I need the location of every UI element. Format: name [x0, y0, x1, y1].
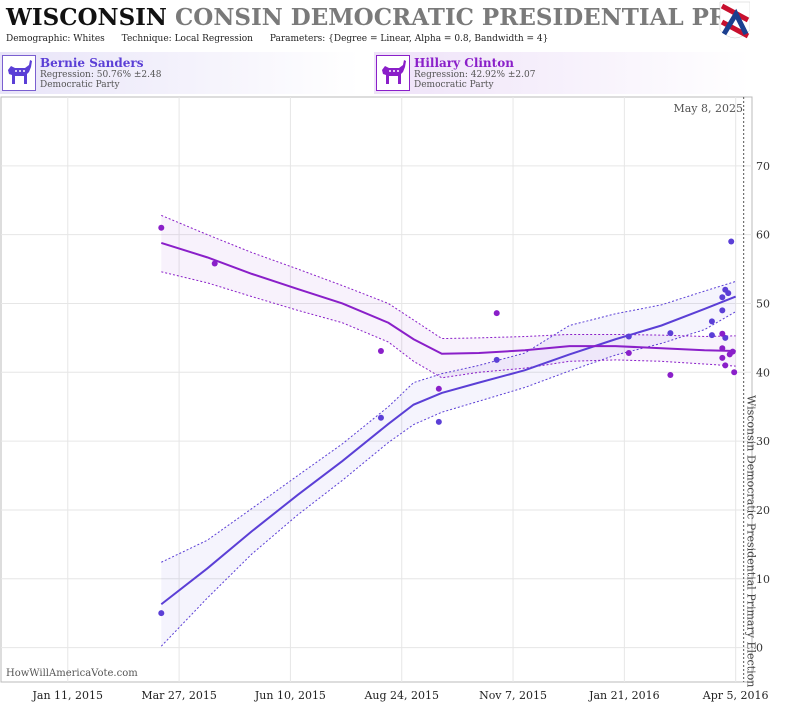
current-date-label: May 8, 2025 [673, 102, 743, 115]
poll-point [625, 350, 632, 357]
poll-point [719, 294, 726, 301]
parameters-label: Parameters: {Degree = Linear, Alpha = 0.… [269, 34, 549, 44]
poll-point [667, 372, 674, 379]
poll-point [435, 385, 442, 392]
title-state: WISCONSIN [6, 4, 167, 31]
lower-bound-line [161, 271, 736, 379]
y-tick-label: 0 [756, 642, 763, 655]
y-tick-label: 30 [756, 435, 770, 448]
poll-point [158, 224, 165, 231]
poll-point [435, 418, 442, 425]
y-tick-label: 70 [756, 160, 770, 173]
x-tick-label: Jun 10, 2015 [254, 689, 326, 702]
upper-bound-line [161, 280, 736, 563]
header: WISCONSIN CONSIN DEMOCRATIC PRESIDENTIAL… [0, 0, 750, 50]
poll-point [731, 369, 738, 376]
poll-point [728, 238, 735, 245]
poll-point [719, 307, 726, 314]
poll-point [708, 318, 715, 325]
poll-point [493, 310, 500, 317]
site-logo [719, 1, 750, 39]
candidate-regression: Regression: 50.76% ±2.48 [40, 70, 162, 80]
x-tick-label: Mar 27, 2015 [141, 689, 217, 702]
poll-point [719, 354, 726, 361]
y-tick-label: 10 [756, 573, 770, 586]
page-title: WISCONSIN CONSIN DEMOCRATIC PRESIDENTIAL… [6, 3, 750, 33]
x-tick-label: Aug 24, 2015 [363, 689, 439, 702]
candidate-card-sanders: Bernie Sanders Regression: 50.76% ±2.48 … [0, 52, 360, 94]
title-rest: CONSIN DEMOCRATIC PRESIDENTIAL PRIMARY 2… [174, 4, 750, 31]
demographic-label: Demographic: Whites [6, 34, 105, 44]
poll-point [625, 333, 632, 340]
confidence-band [161, 215, 736, 378]
poll-point [722, 334, 729, 341]
x-tick-label: Jan 11, 2015 [32, 689, 104, 702]
poll-point [722, 362, 729, 369]
plot-frame [0, 96, 753, 683]
source-credit: HowWillAmericaVote.com [6, 668, 138, 679]
y-tick-label: 40 [756, 366, 770, 379]
candidate-name: Hillary Clinton [414, 56, 514, 70]
candidate-regression: Regression: 42.92% ±2.07 [414, 70, 536, 80]
poll-point [708, 332, 715, 339]
confidence-band [161, 281, 736, 647]
poll-point [719, 330, 726, 337]
poll-point [158, 610, 165, 617]
y-tick-label: 60 [756, 229, 770, 242]
poll-point [211, 260, 218, 267]
x-tick-label: Jan 21, 2016 [588, 689, 660, 702]
y-tick-label: 20 [756, 504, 770, 517]
y-tick-label: 50 [756, 297, 770, 310]
candidate-name: Bernie Sanders [40, 56, 144, 70]
x-tick-label: Nov 7, 2015 [479, 689, 547, 702]
technique-label: Technique: Local Regression [121, 34, 253, 44]
democrat-donkey-icon [376, 55, 410, 91]
x-tick-label: Apr 5, 2016 [702, 689, 769, 702]
poll-point [667, 330, 674, 337]
poll-point [719, 345, 726, 352]
parameters-bar: Demographic: Whites Technique: Local Reg… [6, 34, 562, 44]
trend-line [160, 241, 736, 355]
election-day-label: Wisconsin Democratic Presidential Primar… [745, 395, 758, 687]
trend-line [160, 295, 737, 606]
poll-point [729, 348, 736, 355]
candidate-party: Democratic Party [414, 80, 494, 90]
candidate-legend: Bernie Sanders Regression: 50.76% ±2.48 … [0, 52, 789, 94]
democrat-donkey-icon [2, 55, 36, 91]
poll-point [493, 356, 500, 363]
poll-point [725, 290, 732, 297]
poll-point [377, 414, 384, 421]
poll-point [377, 347, 384, 354]
candidate-card-clinton: Hillary Clinton Regression: 42.92% ±2.07… [374, 52, 750, 94]
candidate-party: Democratic Party [40, 80, 120, 90]
